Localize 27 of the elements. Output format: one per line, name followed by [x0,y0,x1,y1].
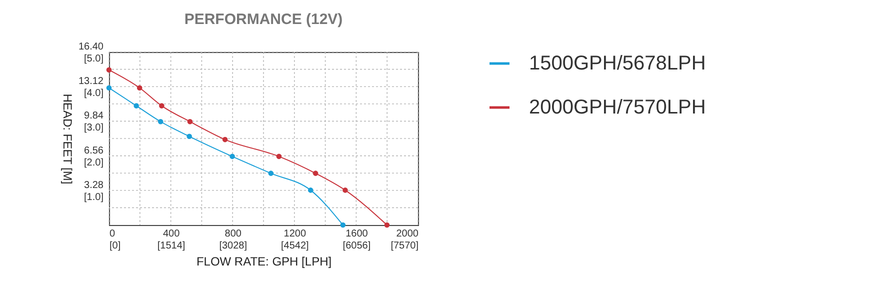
y-tick-label: 6.56 [84,145,104,156]
y2-tick-label: [3.0] [84,122,104,134]
x2-tick-label: [3028] [219,240,248,252]
y-tick-label: 13.12 [78,76,104,88]
x2-tick-label: [7570] [390,240,419,252]
x2-tick-label: [4542] [280,240,310,252]
y2-tick-label: [4.0] [84,88,104,100]
y-tick-label: 16.40 [78,42,104,52]
x-tick-label: 800 [224,228,242,240]
legend-label: 1500GPH/5678LPH [529,52,706,74]
y-axis-title: HEAD: FEET [M] [60,94,74,184]
x-tick-label: 2000 [396,228,419,240]
x-tick-label: 400 [162,228,180,240]
x-tick-label: 1600 [346,228,368,240]
x-tick-label: 1200 [284,228,306,240]
y-tick-label: 3.28 [84,180,104,191]
y2-tick-label: [1.0] [84,192,104,203]
y2-tick-label: [2.0] [84,157,104,168]
chart-title: PERFORMANCE (12V) [184,11,343,28]
x2-tick-label: [6056] [342,240,371,252]
x-axis-title: FLOW RATE: GPH [LPH] [196,254,332,268]
x2-tick-label: [1514] [157,240,186,252]
y2-tick-label: [5.0] [84,54,104,64]
x2-tick-label: [0] [110,240,121,252]
legend-label: 2000GPH/7570LPH [529,96,706,118]
y-tick-label: 9.84 [84,110,104,122]
x-tick-label: 0 [110,228,116,240]
